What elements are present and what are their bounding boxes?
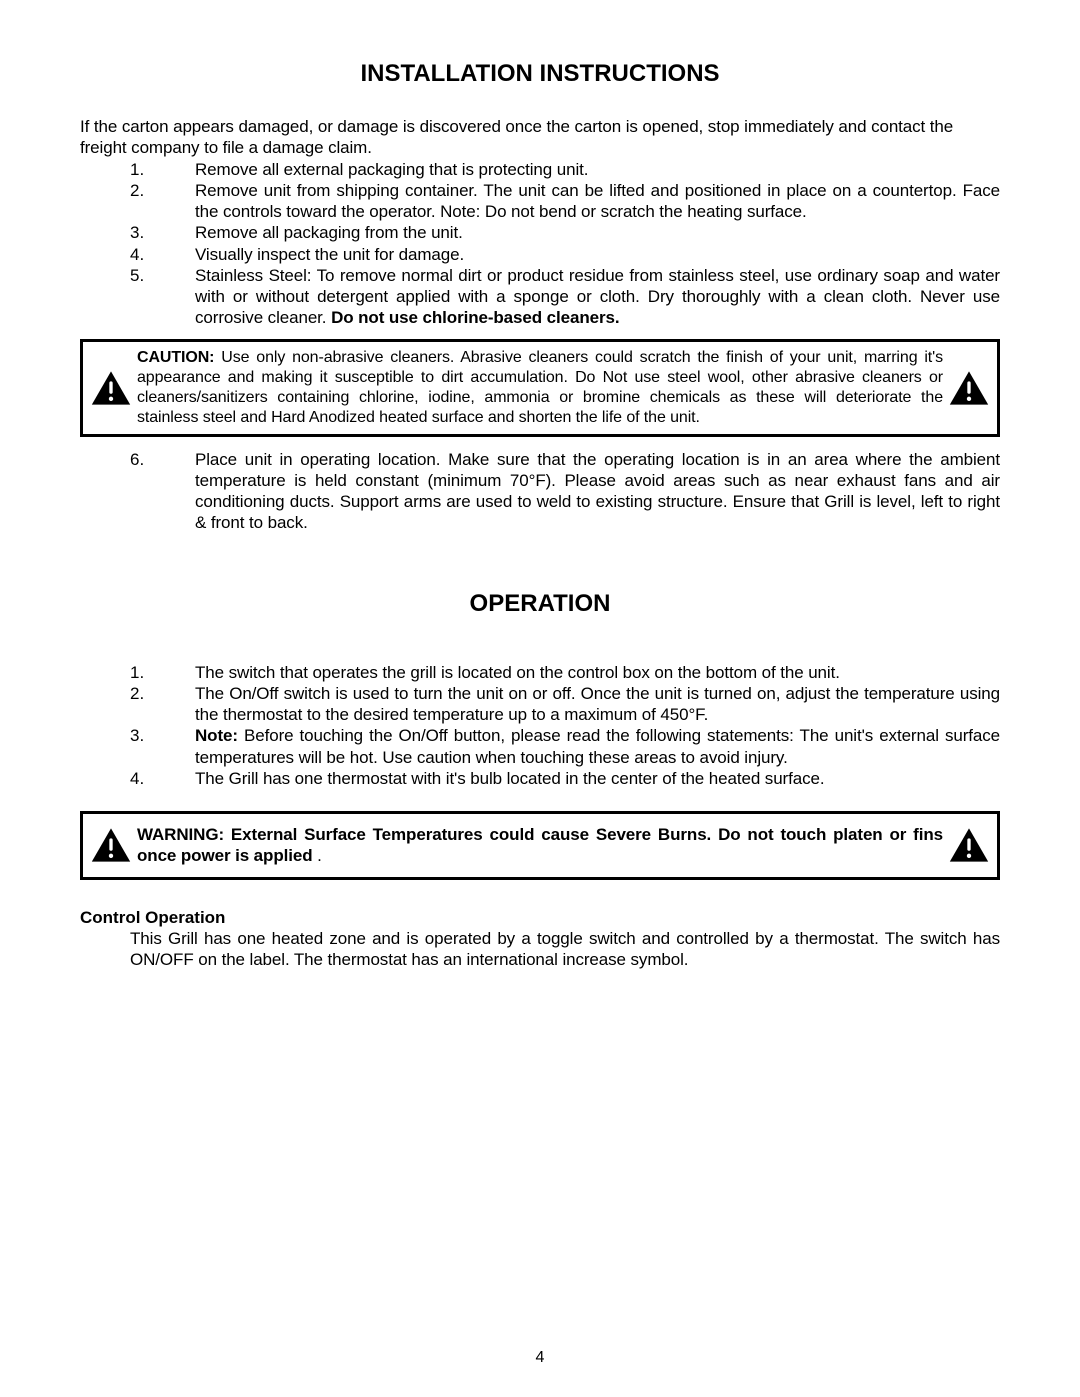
installation-list-after: 6. Place unit in operating location. Mak… — [130, 449, 1000, 534]
item-number: 5. — [130, 265, 195, 329]
item-number: 2. — [130, 180, 195, 223]
control-operation-heading: Control Operation — [80, 908, 1000, 928]
installation-list-first: 1. Remove all external packaging that is… — [130, 159, 1000, 329]
warning-triangle-icon — [949, 825, 989, 865]
warning-triangle-icon — [949, 368, 989, 408]
operation-title: OPERATION — [80, 590, 1000, 618]
caution-box: CAUTION: Use only non-abrasive cleaners.… — [80, 339, 1000, 437]
item-text: The Grill has one thermostat with it's b… — [195, 768, 1000, 789]
item-text: Place unit in operating location. Make s… — [195, 449, 1000, 534]
item-number: 1. — [130, 662, 195, 683]
list-item: 4. The Grill has one thermostat with it'… — [130, 768, 1000, 789]
warning-triangle-icon — [91, 368, 131, 408]
item-text: Remove unit from shipping container. The… — [195, 180, 1000, 223]
warning-triangle-icon — [91, 825, 131, 865]
list-item: 2. The On/Off switch is used to turn the… — [130, 683, 1000, 726]
item-text: Remove all packaging from the unit. — [195, 222, 1000, 243]
item-text: Visually inspect the unit for damage. — [195, 244, 1000, 265]
warning-box: WARNING: External Surface Temperatures c… — [80, 811, 1000, 880]
item-text: Note: Before touching the On/Off button,… — [195, 725, 1000, 768]
item-text: The switch that operates the grill is lo… — [195, 662, 1000, 683]
list-item: 2. Remove unit from shipping container. … — [130, 180, 1000, 223]
installation-title: INSTALLATION INSTRUCTIONS — [80, 60, 1000, 88]
item-number: 4. — [130, 768, 195, 789]
list-item: 5. Stainless Steel: To remove normal dir… — [130, 265, 1000, 329]
page-number: 4 — [0, 1349, 1080, 1367]
installation-intro: If the carton appears damaged, or damage… — [80, 116, 1000, 159]
list-item: 3. Note: Before touching the On/Off butt… — [130, 725, 1000, 768]
item-text: The On/Off switch is used to turn the un… — [195, 683, 1000, 726]
control-operation-body: This Grill has one heated zone and is op… — [130, 928, 1000, 971]
item-number: 4. — [130, 244, 195, 265]
item-number: 2. — [130, 683, 195, 726]
item-number: 3. — [130, 222, 195, 243]
control-operation-section: Control Operation This Grill has one hea… — [80, 908, 1000, 971]
caution-text: CAUTION: Use only non-abrasive cleaners.… — [131, 348, 949, 428]
operation-list: 1. The switch that operates the grill is… — [130, 662, 1000, 790]
list-item: 3. Remove all packaging from the unit. — [130, 222, 1000, 243]
item-text: Remove all external packaging that is pr… — [195, 159, 1000, 180]
list-item: 4. Visually inspect the unit for damage. — [130, 244, 1000, 265]
list-item: 1. Remove all external packaging that is… — [130, 159, 1000, 180]
item-number: 3. — [130, 725, 195, 768]
list-item: 6. Place unit in operating location. Mak… — [130, 449, 1000, 534]
item-text: Stainless Steel: To remove normal dirt o… — [195, 265, 1000, 329]
list-item: 1. The switch that operates the grill is… — [130, 662, 1000, 683]
item-number: 6. — [130, 449, 195, 534]
warning-text: WARNING: External Surface Temperatures c… — [131, 824, 949, 867]
item-number: 1. — [130, 159, 195, 180]
